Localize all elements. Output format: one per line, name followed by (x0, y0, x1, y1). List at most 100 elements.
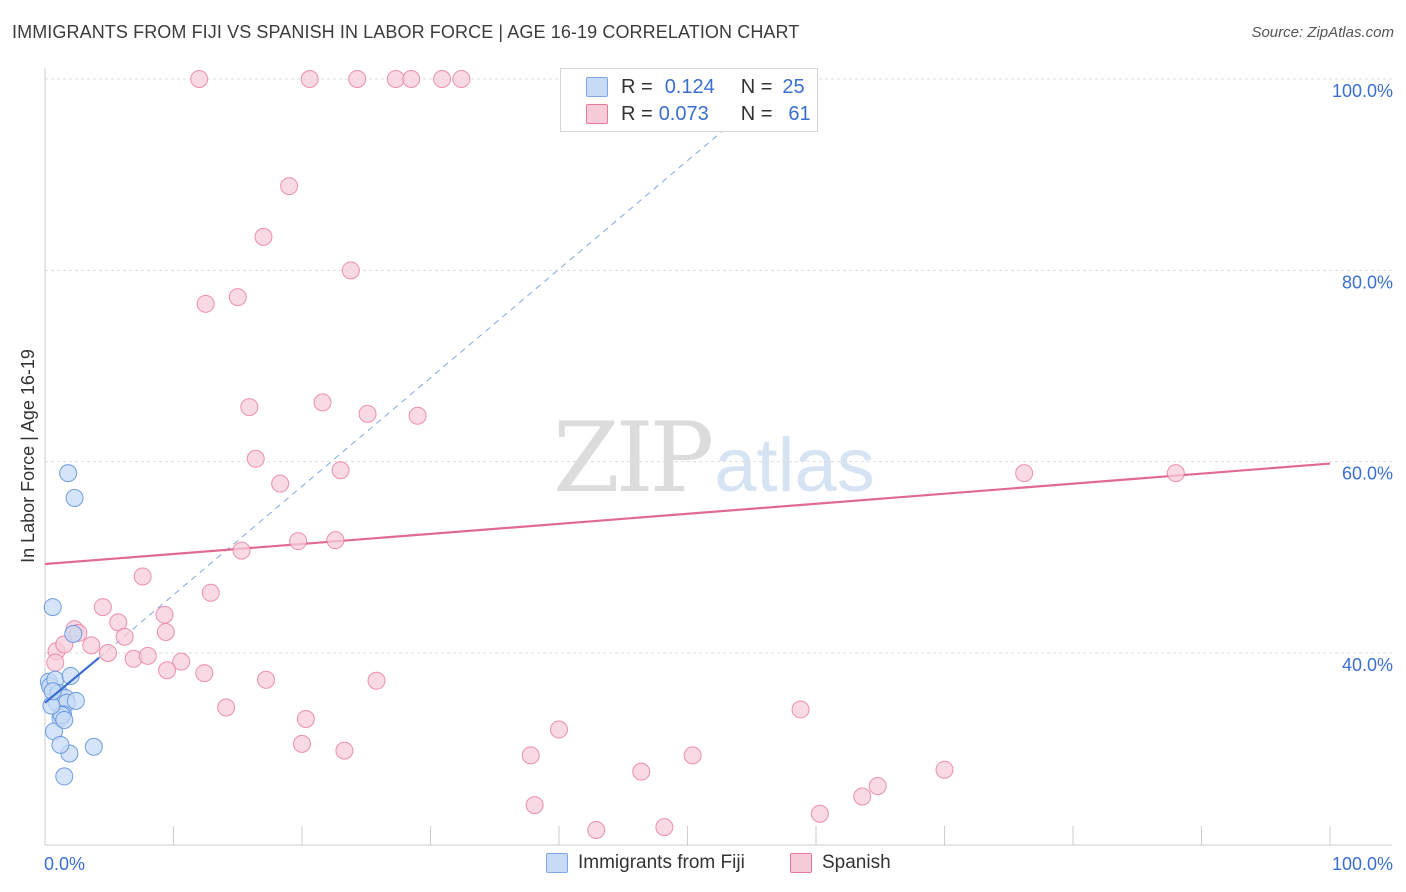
spanish-point (217, 698, 236, 717)
spanish-point (228, 288, 247, 307)
spanish-point (1015, 464, 1034, 483)
fiji-point (66, 691, 85, 710)
spanish-point (525, 796, 544, 815)
spanish-point (172, 652, 191, 671)
fiji-point (84, 737, 103, 756)
spanish-point (115, 627, 134, 646)
spanish-point (300, 70, 319, 88)
x-tick-label: 100.0% (1332, 854, 1393, 874)
fiji-point (65, 489, 84, 508)
spanish-point (791, 700, 810, 719)
spanish-point (433, 70, 452, 88)
fiji-trend-line (44, 656, 100, 704)
spanish-point (289, 532, 308, 551)
fiji-point (55, 767, 74, 786)
spanish-point (201, 583, 220, 602)
spanish-point (408, 406, 427, 425)
trend-lines (44, 116, 1331, 659)
spanish-point (935, 760, 954, 779)
spanish-point (271, 474, 290, 493)
spanish-point (155, 605, 174, 624)
spanish-point (254, 227, 273, 246)
spanish-point (587, 820, 606, 839)
fiji-point (64, 624, 83, 643)
spanish-points (46, 70, 1185, 839)
legend-row-spanish: R = 0.073 N = 61 (586, 101, 811, 127)
spanish-point (367, 671, 386, 690)
bottom-legend-fiji: Immigrants from Fiji (546, 852, 745, 874)
spanish-point (296, 710, 315, 729)
spanish-point (868, 776, 887, 795)
spanish-point (683, 746, 702, 765)
legend-swatch-fiji (586, 77, 608, 97)
legend-r-value: 0.124 (664, 75, 715, 98)
correlation-legend: R = 0.124 N = 25 R = 0.073 N = 61 (560, 68, 818, 132)
bottom-legend-swatch-fiji (546, 853, 568, 873)
tick-labels: 40.0% 60.0% 80.0% 100.0% 0.0% 100.0% (44, 81, 1393, 874)
fiji-trend-extension (98, 116, 740, 659)
grid-lines (45, 78, 1392, 654)
spanish-point (293, 734, 311, 753)
y-tick-label: 40.0% (1342, 655, 1393, 675)
spanish-point (138, 646, 157, 665)
x-tick-label: 0.0% (44, 854, 85, 874)
spanish-point (280, 177, 299, 196)
fiji-points (39, 464, 103, 786)
spanish-point (326, 531, 345, 550)
spanish-point (452, 70, 471, 88)
spanish-point (195, 664, 214, 683)
spanish-point (1166, 464, 1185, 483)
spanish-point (358, 404, 377, 423)
spanish-point (82, 636, 101, 655)
legend-r-label: R = (621, 102, 653, 125)
legend-r-value: 0.073 (658, 102, 709, 125)
y-tick-label: 100.0% (1332, 81, 1393, 101)
legend-n-value: 25 (782, 75, 805, 98)
y-axis-label: In Labor Force | Age 16-19 (18, 349, 38, 563)
spanish-point (156, 622, 175, 641)
legend-n-value: 61 (788, 102, 811, 125)
legend-row-fiji: R = 0.124 N = 25 (586, 74, 805, 100)
legend-n-label: N = (740, 75, 773, 98)
spanish-point (257, 670, 276, 689)
spanish-point (348, 70, 367, 88)
spanish-point (550, 720, 568, 739)
spanish-point (386, 70, 405, 88)
bottom-legend-swatch-spanish (790, 853, 812, 873)
spanish-point (190, 70, 209, 88)
legend-n-label: N = (740, 102, 773, 125)
fiji-point (61, 666, 80, 685)
axes (44, 68, 1392, 846)
bottom-legend-label-fiji: Immigrants from Fiji (578, 852, 745, 873)
spanish-point (240, 398, 259, 417)
spanish-point (853, 787, 872, 806)
spanish-point (655, 818, 674, 837)
spanish-point (196, 294, 215, 313)
fiji-point (55, 710, 74, 729)
bottom-legend-spanish: Spanish (790, 852, 891, 874)
fiji-point (59, 464, 78, 483)
spanish-point (402, 70, 421, 88)
source-credit: Source: ZipAtlas.com (1251, 24, 1394, 41)
chart-title: IMMIGRANTS FROM FIJI VS SPANISH IN LABOR… (12, 22, 800, 42)
fiji-point (51, 735, 70, 754)
spanish-point (133, 567, 152, 586)
spanish-point (98, 644, 117, 662)
spanish-point (632, 762, 651, 781)
spanish-point (341, 261, 360, 280)
spanish-point (313, 393, 332, 412)
spanish-point (335, 741, 354, 760)
legend-r-label: R = (621, 75, 653, 98)
spanish-point (232, 541, 251, 560)
legend-swatch-spanish (586, 104, 608, 124)
fiji-point (43, 598, 62, 617)
spanish-point (810, 804, 829, 823)
bottom-legend-label-spanish: Spanish (822, 852, 891, 873)
y-tick-label: 60.0% (1342, 464, 1393, 484)
spanish-point (46, 653, 65, 672)
spanish-point (521, 746, 540, 765)
y-tick-label: 80.0% (1342, 272, 1393, 292)
spanish-trend-line (44, 462, 1331, 566)
fiji-point (43, 682, 62, 701)
